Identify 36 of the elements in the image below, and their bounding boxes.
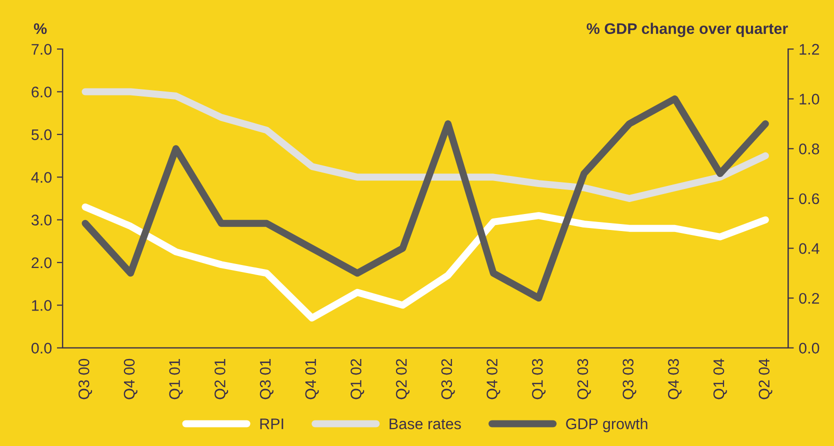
x-tick-label: Q2 03 bbox=[577, 358, 591, 400]
x-tick-label: Q3 01 bbox=[260, 359, 274, 400]
x-tick-label: Q1 03 bbox=[532, 358, 546, 400]
y2-tick-label: 0.0 bbox=[799, 342, 820, 354]
y2-tick-label: 0.8 bbox=[799, 144, 820, 154]
legend-label: Base rates bbox=[390, 418, 461, 430]
y-tick-label: 2.0 bbox=[32, 257, 52, 268]
legend-label: GDP growth bbox=[566, 418, 648, 432]
x-tick-label: Q2 01 bbox=[214, 359, 228, 400]
y-tick-label: 7.0 bbox=[32, 44, 52, 55]
x-tick-label: Q3 00 bbox=[78, 358, 92, 400]
y-axis-title: % bbox=[34, 23, 47, 34]
x-tick-label: Q4 02 bbox=[486, 359, 500, 400]
y2-axis-title: % GDP change over quarter bbox=[586, 22, 788, 38]
y-tick-label: 6.0 bbox=[32, 86, 52, 98]
x-tick-label: Q2 04 bbox=[758, 358, 772, 400]
x-tick-label: Q4 03 bbox=[668, 358, 682, 400]
x-tick-label: Q1 02 bbox=[350, 359, 364, 400]
x-tick-label: Q1 04 bbox=[713, 358, 727, 400]
x-tick-label: Q3 02 bbox=[441, 359, 455, 400]
x-tick-label: Q4 00 bbox=[124, 358, 138, 400]
y-tick-label: 5.0 bbox=[32, 129, 52, 140]
y-tick-label: 1.0 bbox=[32, 300, 52, 311]
y2-tick-label: 0.2 bbox=[799, 292, 820, 304]
x-tick-label: Q4 01 bbox=[305, 359, 319, 400]
y2-tick-label: 1.0 bbox=[800, 94, 820, 105]
y2-tick-label: 1.2 bbox=[800, 44, 820, 55]
y-tick-label: 3.0 bbox=[31, 214, 52, 226]
x-tick-label: Q2 02 bbox=[396, 359, 410, 400]
y-tick-label: 0.0 bbox=[31, 342, 52, 354]
y2-tick-label: 0.4 bbox=[799, 243, 820, 254]
x-tick-label: Q3 03 bbox=[622, 358, 636, 400]
y2-tick-label: 0.6 bbox=[799, 193, 820, 204]
legend-label: RPI bbox=[260, 418, 284, 430]
y-tick-label: 4.0 bbox=[31, 172, 52, 183]
x-tick-label: Q1 01 bbox=[169, 359, 183, 400]
